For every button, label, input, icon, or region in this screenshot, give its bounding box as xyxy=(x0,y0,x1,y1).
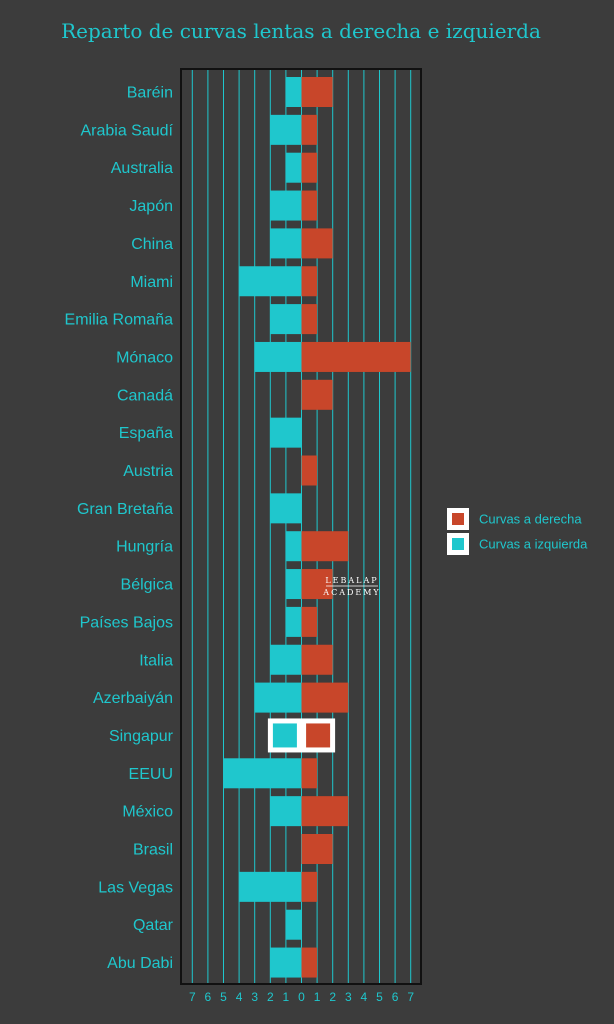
plot-area xyxy=(180,68,422,985)
bar-izquierda xyxy=(254,341,302,372)
bar-izquierda xyxy=(285,531,302,562)
category-label: China xyxy=(131,236,173,253)
category-label: Austria xyxy=(123,463,173,480)
category-label: Países Bajos xyxy=(80,614,173,631)
bar-derecha xyxy=(301,77,333,107)
legend: Curvas a derecha Curvas a izquierda xyxy=(447,508,588,555)
bar-izquierda xyxy=(270,644,302,675)
category-label: Bélgica xyxy=(121,577,174,594)
x-tick-label: 4 xyxy=(236,990,243,1004)
bar-izquierda xyxy=(270,796,302,827)
watermark-line1: LEBALAP xyxy=(325,576,378,585)
x-tick-label: 2 xyxy=(267,990,274,1004)
x-tick-label: 1 xyxy=(314,990,321,1004)
bar-izquierda xyxy=(254,682,302,713)
bar-derecha xyxy=(301,796,349,827)
bar-izquierda xyxy=(270,493,302,524)
bar-derecha xyxy=(301,341,411,372)
legend-label: Curvas a derecha xyxy=(479,512,582,527)
category-label: Miami xyxy=(130,274,173,291)
x-tick-label: 6 xyxy=(205,990,212,1004)
category-label: Japón xyxy=(129,198,173,215)
watermark-line2: ACADEMY xyxy=(322,588,380,597)
bar-izquierda xyxy=(270,190,302,221)
category-label: Italia xyxy=(139,652,173,669)
chart-title: Reparto de curvas lentas a derecha e izq… xyxy=(61,19,541,43)
category-label: Brasil xyxy=(133,842,173,859)
bar-derecha xyxy=(301,871,318,902)
bar-derecha xyxy=(301,228,333,259)
category-label: Baréin xyxy=(127,85,173,102)
bar-izquierda xyxy=(285,606,302,637)
bar-izquierda xyxy=(270,947,302,978)
bar-derecha xyxy=(301,266,318,297)
bar-derecha xyxy=(301,644,333,675)
bar-derecha xyxy=(301,114,318,145)
bar-derecha xyxy=(301,569,333,600)
bar-izquierda xyxy=(285,569,302,600)
x-tick-label: 6 xyxy=(392,990,399,1004)
x-tick-label: 1 xyxy=(283,990,290,1004)
legend-swatch xyxy=(452,513,464,525)
x-tick-label: 7 xyxy=(407,990,414,1004)
bar-derecha xyxy=(301,455,318,486)
category-label: España xyxy=(119,425,173,442)
category-label: Arabia Saudí xyxy=(80,122,173,139)
x-tick-label: 5 xyxy=(376,990,383,1004)
category-labels: Baréin Arabia Saudí Australia Japón China Mia… xyxy=(65,85,174,973)
bar-izquierda xyxy=(223,758,302,789)
category-label: Azerbaiyán xyxy=(93,690,173,707)
category-label: Australia xyxy=(111,160,173,177)
legend-label: Curvas a izquierda xyxy=(479,537,588,552)
bar-izquierda xyxy=(270,228,302,259)
bar-derecha xyxy=(301,531,349,562)
x-tick-label: 3 xyxy=(345,990,352,1004)
category-label: Emilia Romaña xyxy=(65,312,174,329)
bar-izquierda xyxy=(285,909,302,940)
x-tick-label: 4 xyxy=(361,990,368,1004)
bar-izquierda xyxy=(272,723,297,748)
category-label: México xyxy=(122,804,173,821)
bar-derecha xyxy=(301,304,318,335)
category-label: Las Vegas xyxy=(98,879,173,896)
bar-derecha xyxy=(301,379,333,410)
bar-izquierda xyxy=(239,871,302,902)
bar-derecha xyxy=(301,682,349,713)
bar-derecha xyxy=(301,606,318,637)
category-label: Gran Bretaña xyxy=(77,501,173,518)
bar-izquierda xyxy=(239,266,302,297)
x-tick-label: 7 xyxy=(189,990,196,1004)
bar-izquierda xyxy=(270,304,302,335)
category-label: Qatar xyxy=(133,917,174,934)
x-tick-label: 5 xyxy=(220,990,227,1004)
bar-derecha xyxy=(301,190,318,221)
bar-izquierda xyxy=(270,114,302,145)
watermark-logo: LEBALAP ACADEMY xyxy=(322,576,380,597)
bar-izquierda xyxy=(285,152,302,183)
x-tick-label: 3 xyxy=(251,990,258,1004)
bar-derecha xyxy=(301,834,333,864)
category-label: Abu Dabi xyxy=(107,955,173,972)
category-label: EEUU xyxy=(129,766,173,783)
category-label: Canadá xyxy=(117,387,173,404)
bar-izquierda xyxy=(270,417,302,448)
category-label: Mónaco xyxy=(116,349,173,366)
bar-derecha xyxy=(301,152,318,183)
category-label: Hungría xyxy=(116,539,173,556)
bar-derecha xyxy=(301,758,318,789)
bar-derecha xyxy=(306,723,331,748)
bar-izquierda xyxy=(285,77,302,107)
category-label: Singapur xyxy=(109,728,174,745)
x-tick-label: 0 xyxy=(298,990,305,1004)
x-tick-label: 2 xyxy=(329,990,336,1004)
bar-derecha xyxy=(301,947,318,978)
legend-swatch xyxy=(452,538,464,550)
